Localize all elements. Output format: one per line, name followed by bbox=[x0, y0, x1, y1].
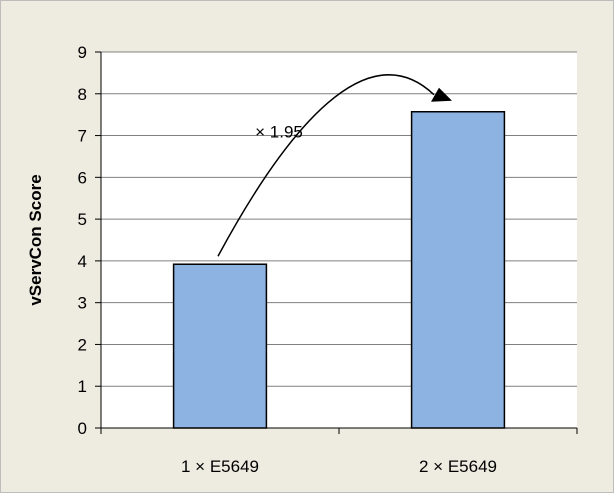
y-tick-label: 8 bbox=[78, 85, 87, 104]
y-tick-label: 4 bbox=[78, 252, 87, 271]
y-tick-label: 3 bbox=[78, 294, 87, 313]
y-tick-label: 6 bbox=[78, 168, 87, 187]
axes bbox=[95, 51, 578, 434]
annotation-label: × 1.95 bbox=[255, 122, 303, 141]
y-tick-label: 9 bbox=[78, 43, 87, 62]
y-tick-label: 0 bbox=[78, 419, 87, 438]
arrowhead-icon bbox=[431, 87, 452, 102]
y-tick-label: 1 bbox=[78, 377, 87, 396]
y-tick-label: 5 bbox=[78, 210, 87, 229]
y-tick-label: 2 bbox=[78, 335, 87, 354]
plot-area bbox=[101, 52, 577, 428]
bar bbox=[172, 263, 268, 429]
x-tick-label: 2 × E5649 bbox=[419, 457, 497, 476]
bar bbox=[410, 110, 506, 429]
y-axis-title: vServCon Score bbox=[26, 174, 45, 305]
bars bbox=[172, 110, 506, 429]
x-tick-labels: 1 × E5649 2 × E5649 bbox=[181, 457, 497, 476]
x-tick-label: 1 × E5649 bbox=[181, 457, 259, 476]
annotation: × 1.95 bbox=[217, 74, 452, 257]
y-tick-labels: 0 1 2 3 4 5 6 7 8 9 bbox=[78, 43, 87, 438]
annotation-arrow bbox=[217, 74, 435, 257]
y-tick-label: 7 bbox=[78, 127, 87, 146]
